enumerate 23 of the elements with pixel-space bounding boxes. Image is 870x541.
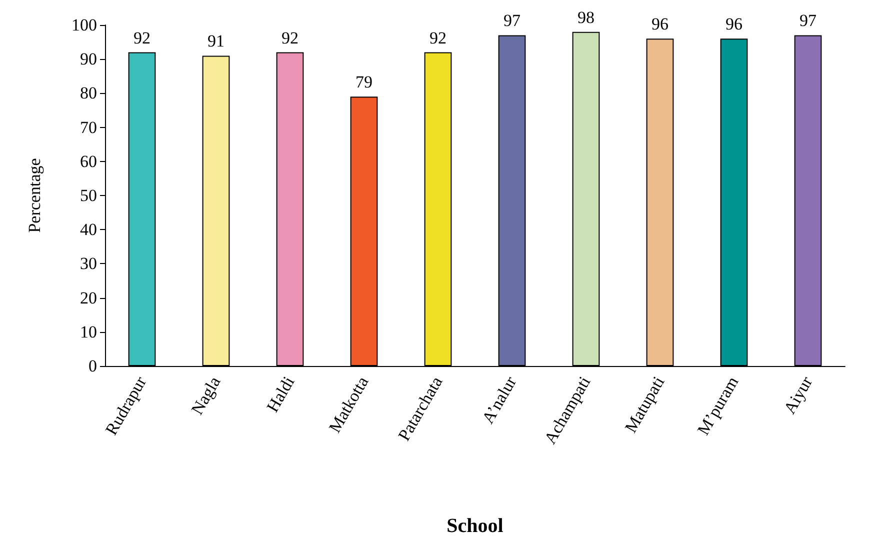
x-axis-title: School	[446, 515, 504, 537]
y-tick-label: 80	[80, 84, 97, 103]
data-label: 92	[430, 28, 446, 48]
data-label: 79	[356, 72, 372, 92]
data-label: 96	[652, 14, 668, 34]
y-tick-label: 60	[80, 152, 97, 171]
y-axis-title: Percentage	[25, 158, 44, 233]
data-label: 92	[134, 28, 150, 48]
data-label: 91	[208, 32, 224, 51]
y-tick-label: 20	[80, 288, 97, 308]
data-label: 97	[800, 11, 817, 30]
y-tick-label: 100	[72, 16, 97, 34]
data-label: 97	[504, 11, 521, 30]
y-tick-label: 70	[80, 118, 97, 137]
y-tick-label: 40	[80, 220, 97, 240]
y-tick-label: 0	[88, 356, 97, 376]
y-tick-label: 90	[80, 50, 97, 69]
y-tick-label: 30	[80, 254, 97, 274]
data-label: 92	[282, 28, 298, 48]
data-label: 98	[578, 8, 594, 27]
y-tick-label: 50	[80, 186, 97, 205]
y-tick-label: 10	[80, 322, 97, 342]
data-label: 96	[726, 14, 742, 34]
